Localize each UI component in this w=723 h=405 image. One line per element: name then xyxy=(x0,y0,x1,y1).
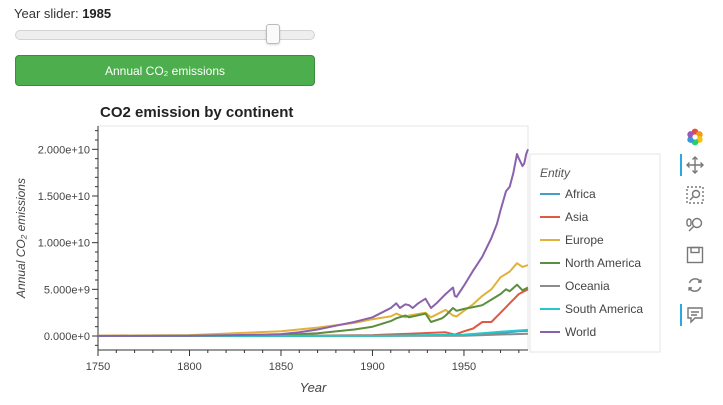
y-tick-label: 2.000e+10 xyxy=(38,144,90,156)
x-tick-label: 1900 xyxy=(360,361,384,373)
series-line-europe xyxy=(97,262,529,337)
plot-frame xyxy=(98,125,529,350)
reset-icon[interactable] xyxy=(680,272,710,298)
y-tick-label: 1.500e+10 xyxy=(38,191,90,203)
chart-title: CO2 emission by continent xyxy=(100,104,294,121)
annual-co2-emissions-button-label: Annual CO₂ emissions xyxy=(104,63,226,78)
year-slider-track[interactable] xyxy=(15,30,315,40)
x-tick-label: 1800 xyxy=(177,361,201,373)
legend-label: World xyxy=(565,325,596,339)
slider-title: Year slider: 1985 xyxy=(14,6,111,21)
save-icon[interactable] xyxy=(680,242,710,268)
legend-label: South America xyxy=(565,302,643,316)
annual-co2-emissions-button[interactable]: Annual CO₂ emissions xyxy=(15,55,315,86)
slider-value: 1985 xyxy=(82,6,112,21)
x-tick-label: 1950 xyxy=(452,361,476,373)
legend-label: Europe xyxy=(565,233,604,247)
hover-icon[interactable] xyxy=(680,302,710,328)
y-tick-label: 1.000e+10 xyxy=(38,238,90,250)
box-zoom-icon[interactable] xyxy=(680,182,710,208)
y-axis-label: Annual CO₂ emissions xyxy=(14,178,28,299)
x-tick-label: 1850 xyxy=(269,361,293,373)
series-line-north-america xyxy=(97,283,529,337)
series-line-world xyxy=(97,148,529,337)
legend-title: Entity xyxy=(540,166,571,180)
slider-title-label: Year slider: xyxy=(14,6,79,21)
wheel-zoom-icon[interactable] xyxy=(680,212,710,238)
legend-label: Asia xyxy=(565,210,589,224)
x-axis-label: Year xyxy=(300,380,327,395)
legend-box xyxy=(529,153,661,353)
legend-label: North America xyxy=(565,256,641,270)
x-tick-label: 1750 xyxy=(86,361,110,373)
year-slider-handle[interactable] xyxy=(265,24,280,44)
series-line-south-america xyxy=(97,328,529,337)
pan-icon[interactable] xyxy=(680,152,710,178)
legend-label: Africa xyxy=(565,187,596,201)
y-tick-label: 5.000e+9 xyxy=(44,284,90,296)
legend-label: Oceania xyxy=(565,279,610,293)
y-tick-label: 0.000e+0 xyxy=(44,331,90,343)
bokeh-logo-icon[interactable] xyxy=(680,124,710,150)
